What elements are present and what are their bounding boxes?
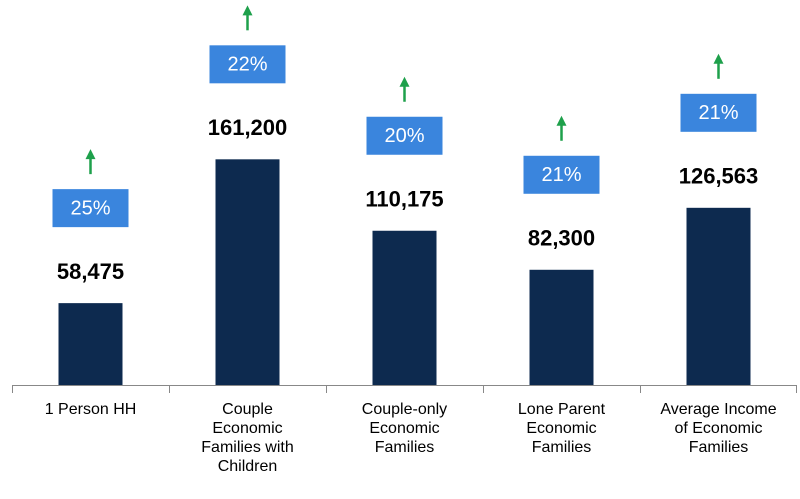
change-box xyxy=(209,45,286,84)
change-box xyxy=(366,116,443,155)
change-box xyxy=(523,155,600,194)
change-label: 20% xyxy=(384,125,424,147)
data-label: 58,475 xyxy=(57,259,124,284)
bar xyxy=(529,269,594,385)
bar xyxy=(686,207,751,385)
bar xyxy=(372,230,437,385)
x-tick-label: 1 Person HH xyxy=(44,401,137,418)
change-label: 22% xyxy=(227,54,267,76)
change-arrow-head xyxy=(556,115,567,126)
change-label: 21% xyxy=(698,102,738,124)
bar xyxy=(58,303,123,385)
change-label: 25% xyxy=(70,197,110,219)
axis-ticks xyxy=(12,385,797,393)
data-label: 110,175 xyxy=(365,187,443,212)
x-tick-label: Average Income of Economic Families xyxy=(660,401,777,456)
x-tick-label: Couple Economic Families with Children xyxy=(201,401,294,475)
bar xyxy=(215,159,280,385)
change-box xyxy=(52,189,129,228)
data-label: 161,200 xyxy=(208,115,288,140)
change-arrow-head xyxy=(713,53,724,64)
data-label: 126,563 xyxy=(679,164,759,189)
data-label: 82,300 xyxy=(528,226,595,251)
change-box xyxy=(680,93,757,132)
change-label: 21% xyxy=(541,164,581,186)
x-tick-label: Lone Parent Economic Families xyxy=(517,401,606,456)
change-arrow-head xyxy=(242,5,253,16)
x-tick-label: Couple-only Economic Families xyxy=(361,401,448,456)
change-arrow-head xyxy=(85,149,96,160)
change-arrow-head xyxy=(399,76,410,87)
